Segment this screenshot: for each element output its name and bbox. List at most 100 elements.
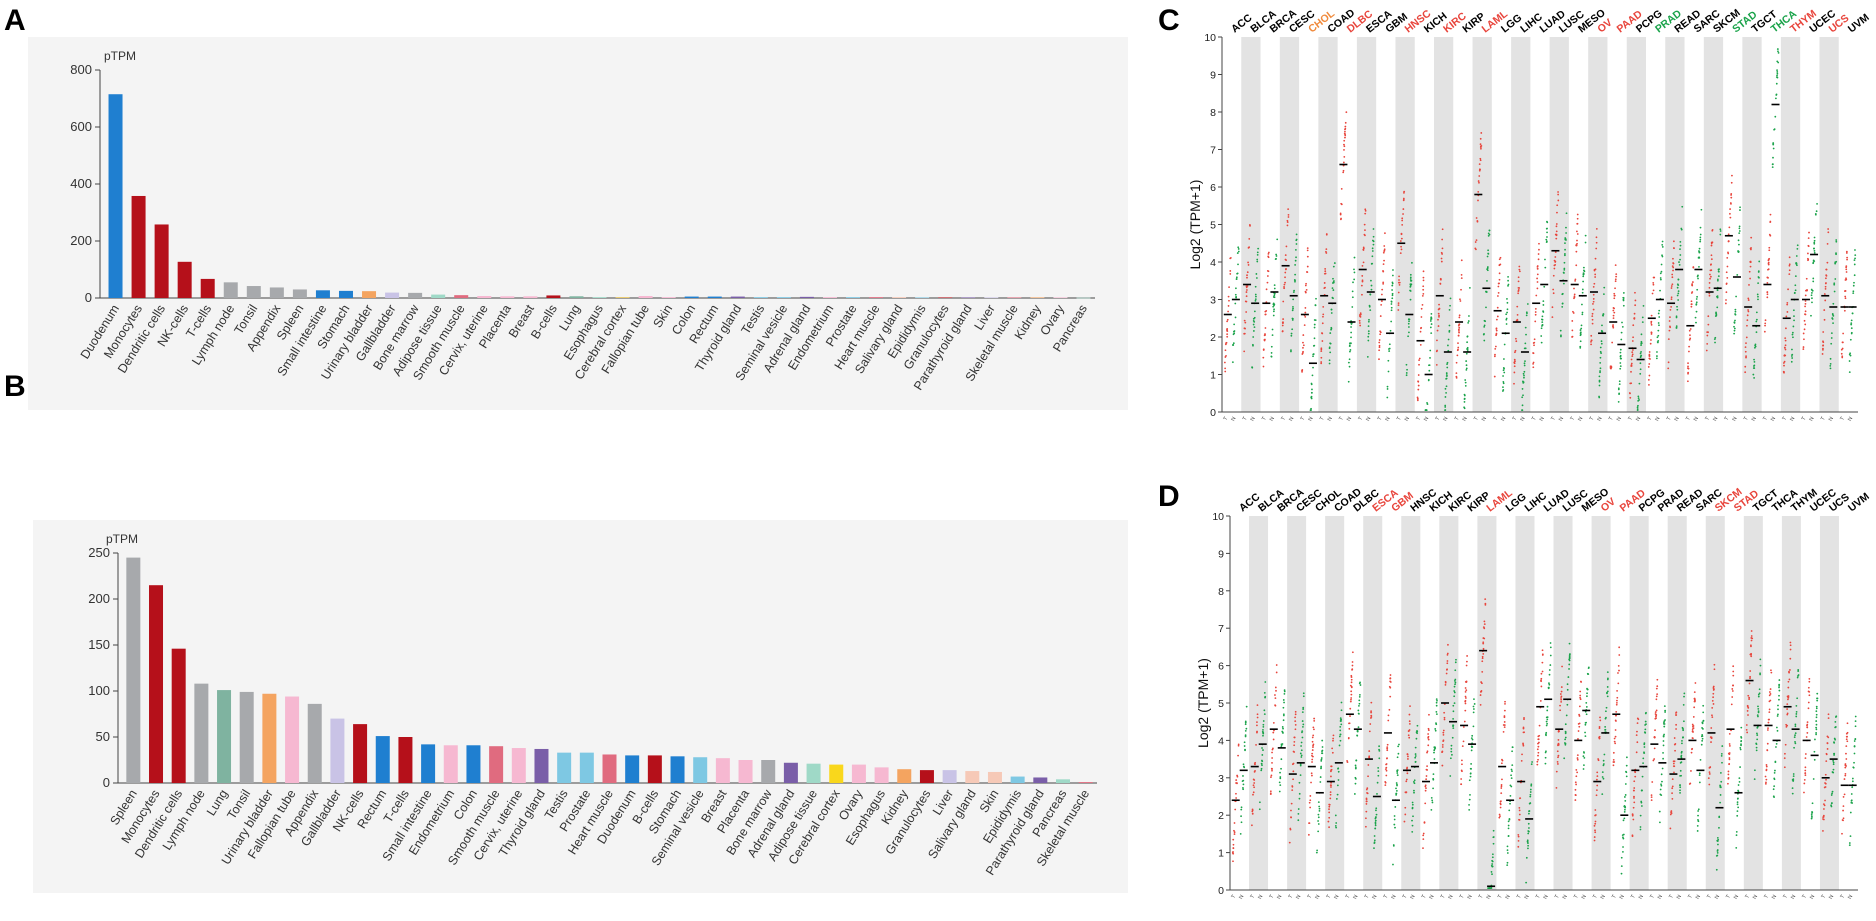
chart-d-dot bbox=[1688, 783, 1691, 785]
chart-c-dot bbox=[1522, 381, 1525, 384]
chart-d-dot bbox=[1633, 780, 1636, 783]
chart-d-dot bbox=[1452, 704, 1455, 707]
chart-c-sample-tick: T bbox=[1242, 415, 1249, 421]
chart-d-dot bbox=[1537, 738, 1540, 741]
chart-d-dot bbox=[1480, 681, 1483, 683]
chart-c-dot bbox=[1506, 298, 1508, 300]
chart-d-dot bbox=[1252, 784, 1255, 787]
chart-c-dot bbox=[1621, 321, 1623, 324]
chart-c-dot bbox=[1534, 311, 1537, 313]
chart-d-dot bbox=[1636, 741, 1639, 744]
chart-d-dot bbox=[1683, 695, 1685, 698]
chart-c-dot bbox=[1390, 306, 1393, 309]
chart-d-dot bbox=[1328, 816, 1331, 819]
chart-c-dot bbox=[1367, 325, 1370, 327]
chart-d-dot bbox=[1244, 749, 1246, 752]
chart-d-dot bbox=[1528, 812, 1530, 815]
chart-d-dot bbox=[1310, 781, 1312, 784]
chart-d-dot bbox=[1622, 850, 1624, 853]
chart-c-dot bbox=[1271, 334, 1274, 337]
chart-c-dot bbox=[1458, 323, 1461, 326]
chart-c-sample-tick: T bbox=[1435, 415, 1442, 421]
chart-d-dot bbox=[1679, 786, 1682, 789]
chart-c-dot bbox=[1428, 364, 1431, 367]
chart-d-dot bbox=[1311, 758, 1314, 761]
chart-a-bar-fallopian-tube bbox=[638, 296, 653, 298]
chart-c-dot bbox=[1378, 346, 1381, 349]
chart-d-dot bbox=[1845, 758, 1848, 760]
chart-c-dot bbox=[1344, 125, 1347, 128]
chart-d-dot bbox=[1756, 738, 1759, 741]
chart-d-meso-normal-dots bbox=[1582, 666, 1590, 770]
chart-c-dot bbox=[1366, 355, 1369, 358]
chart-c-dot bbox=[1555, 225, 1558, 228]
chart-c-dot bbox=[1591, 318, 1594, 321]
chart-c-y-tick-label: 0 bbox=[1210, 407, 1216, 419]
chart-d-dot bbox=[1806, 726, 1809, 729]
chart-d-dot bbox=[1357, 726, 1360, 729]
chart-b-bar-smooth-muscle bbox=[489, 746, 504, 783]
chart-d-dot bbox=[1583, 757, 1586, 759]
chart-d-dot bbox=[1633, 789, 1635, 792]
chart-d-dot bbox=[1435, 701, 1438, 704]
chart-c-dot bbox=[1283, 286, 1285, 288]
chart-c-dot bbox=[1563, 261, 1566, 264]
chart-c-dot bbox=[1371, 250, 1374, 252]
chart-d-dot bbox=[1805, 736, 1808, 738]
chart-c-dot bbox=[1487, 252, 1490, 255]
chart-d-dot bbox=[1614, 742, 1617, 745]
chart-d-dot bbox=[1282, 732, 1284, 734]
chart-c-coad-tumor-dots bbox=[1320, 233, 1328, 365]
chart-c-dot bbox=[1479, 137, 1482, 140]
chart-d-dot bbox=[1275, 689, 1277, 692]
chart-d-dot bbox=[1349, 715, 1351, 717]
chart-d-dot bbox=[1691, 728, 1694, 731]
chart-d-sample-tick: T bbox=[1535, 893, 1542, 899]
chart-c-dot bbox=[1328, 362, 1331, 365]
chart-d-dot bbox=[1702, 704, 1705, 707]
chart-a-bar-kidney bbox=[1030, 297, 1045, 299]
chart-d-dot bbox=[1349, 700, 1352, 703]
chart-d-dot bbox=[1411, 801, 1414, 804]
chart-d-dot bbox=[1340, 709, 1343, 712]
chart-c-dot bbox=[1372, 243, 1375, 246]
chart-d-dot bbox=[1509, 802, 1511, 805]
chart-c-dot bbox=[1321, 340, 1324, 342]
chart-c-sample-tick: T bbox=[1608, 415, 1615, 421]
chart-d-dot bbox=[1522, 743, 1525, 746]
chart-d-dot bbox=[1617, 664, 1620, 667]
chart-d-dot bbox=[1386, 743, 1389, 746]
chart-c-dot bbox=[1310, 397, 1313, 400]
chart-c-dot bbox=[1618, 392, 1621, 395]
chart-d-dot bbox=[1482, 653, 1485, 655]
chart-d-dot bbox=[1623, 805, 1626, 807]
chart-c-dot bbox=[1266, 269, 1269, 272]
chart-d-dot bbox=[1253, 786, 1256, 789]
chart-c-dot bbox=[1397, 304, 1400, 307]
chart-d-dot bbox=[1585, 701, 1588, 704]
chart-d-dot bbox=[1538, 734, 1541, 737]
chart-c-dot bbox=[1439, 277, 1442, 280]
chart-a-bar-salivary-gland bbox=[892, 297, 907, 298]
chart-d-dot bbox=[1501, 778, 1503, 781]
chart-d-dot bbox=[1833, 741, 1836, 744]
chart-c-sample-tick: T bbox=[1531, 415, 1538, 421]
chart-c-dot bbox=[1292, 298, 1295, 301]
chart-c-dot bbox=[1347, 361, 1350, 364]
chart-d-stad-normal-dots bbox=[1735, 726, 1743, 849]
chart-d-dot bbox=[1690, 751, 1693, 754]
chart-d-dot bbox=[1773, 796, 1775, 799]
chart-d-dot bbox=[1755, 742, 1758, 745]
chart-d-dot bbox=[1527, 844, 1530, 847]
chart-d-dot bbox=[1442, 731, 1445, 734]
chart-c-dot bbox=[1343, 143, 1345, 146]
chart-d-dot bbox=[1662, 722, 1665, 725]
chart-c-dot bbox=[1399, 252, 1402, 255]
chart-d-dot bbox=[1377, 770, 1380, 773]
chart-d-dot bbox=[1568, 642, 1571, 645]
chart-d-dot bbox=[1269, 792, 1272, 795]
chart-d-dot bbox=[1767, 721, 1770, 724]
chart-d-dot bbox=[1655, 715, 1657, 718]
chart-d-dot bbox=[1567, 676, 1570, 678]
chart-c-cesc-normal-dots bbox=[1290, 233, 1298, 353]
